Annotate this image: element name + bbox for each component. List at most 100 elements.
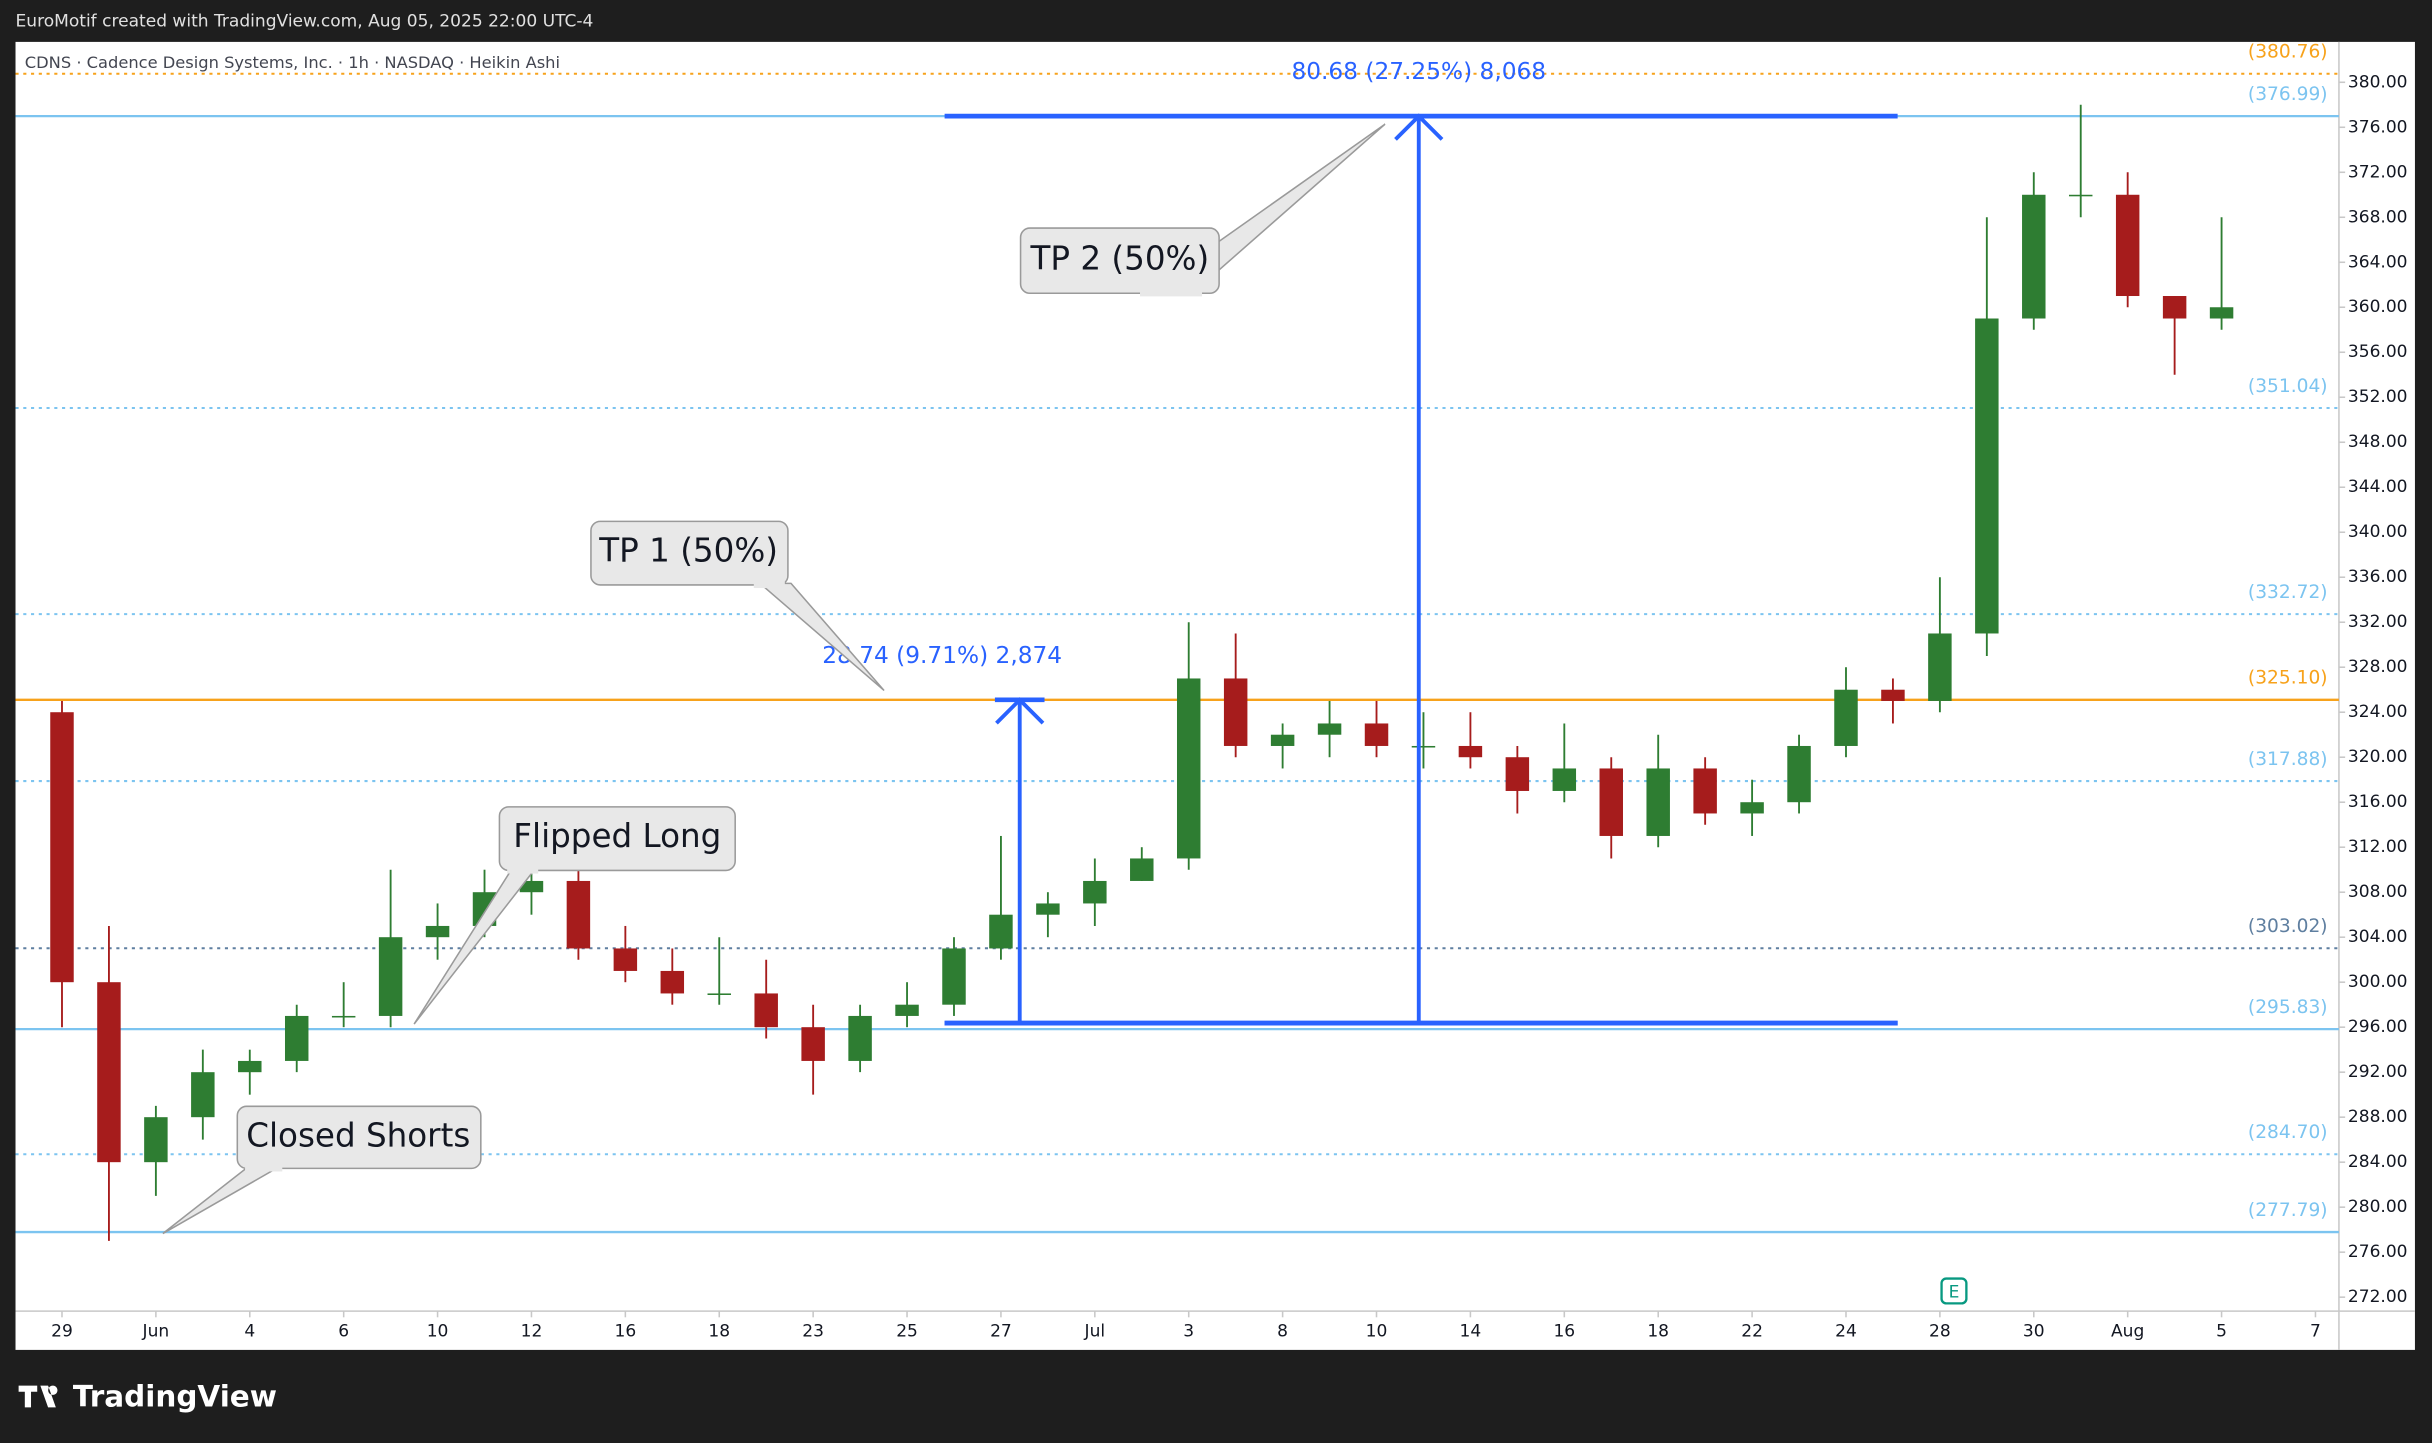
x-tick-label: 4 [244,1321,255,1341]
candle-body [1411,745,1436,748]
x-tick-label: Jul [1084,1321,1106,1341]
candle-body [895,1004,919,1016]
x-tick-label: 25 [896,1321,918,1341]
candle-body [1646,768,1670,836]
candle-body [1975,318,1999,634]
candle-body [848,1015,872,1061]
callouts: TP 2 (50%) TP 1 (50%) Flipped Long Close… [162,123,1386,1235]
x-tick-label: 28 [1929,1321,1951,1341]
x-tick-label: 8 [1277,1321,1288,1341]
x-tick-label: 24 [1835,1321,1857,1341]
x-tick-label: 18 [708,1321,730,1341]
y-tick-label: 308.00 [2348,882,2408,902]
callout-text: TP 1 (50%) [598,531,778,569]
measure-label: 80.68 (27.25%) 8,068 [1291,58,1546,85]
credit: EuroMotif created with TradingView.com, … [16,12,594,32]
price-level-label: (277.79) [2248,1200,2328,1221]
y-tick-label: 328.00 [2348,657,2408,677]
candle-body [1787,745,1811,803]
candle-body [613,948,638,971]
x-tick-label: 14 [1460,1321,1482,1341]
callout-text: Closed Shorts [246,1116,470,1154]
x-tick-label: 18 [1647,1321,1669,1341]
candle-body [331,1015,356,1018]
candle-body [1505,757,1530,791]
y-tick-label: 380.00 [2348,72,2408,92]
callout: TP 1 (50%) [590,520,885,692]
price-level-label: (380.76) [2248,42,2328,63]
x-tick-label: Aug [2111,1321,2144,1341]
candle-body [989,914,1013,949]
price-level-label: (325.10) [2248,668,2328,689]
candle-body [1364,723,1389,746]
candle-body [2209,307,2234,319]
y-tick-label: 360.00 [2348,297,2408,317]
candle-body [1834,689,1858,746]
y-tick-label: 300.00 [2348,972,2408,992]
price-level-label: (303.02) [2248,916,2328,937]
y-tick-label: 344.00 [2348,477,2408,497]
candle-body [1552,768,1577,791]
callout: Closed Shorts [162,1105,482,1235]
candle-body [1693,768,1717,814]
x-tick-label: 5 [2216,1321,2227,1341]
candle-body [566,880,591,949]
y-tick-label: 356.00 [2348,342,2408,362]
callout: Flipped Long [413,806,736,1025]
y-tick-label: 312.00 [2348,837,2408,857]
candle-body [1928,633,1952,701]
x-tick-label: 23 [802,1321,824,1341]
y-tick-label: 280.00 [2348,1197,2408,1217]
candle-body [1036,903,1060,915]
price-level-label: (284.70) [2248,1122,2328,1143]
y-tick-label: 376.00 [2348,117,2408,137]
candle-body [191,1072,215,1118]
y-tick-label: 288.00 [2348,1107,2408,1127]
y-tick-label: 272.00 [2348,1287,2408,1307]
candle-body [50,712,74,983]
y-tick-label: 336.00 [2348,567,2408,587]
x-tick-label: 27 [990,1321,1012,1341]
x-tick-label: 10 [1366,1321,1388,1341]
x-tick-label: 6 [338,1321,349,1341]
price-level-label: (295.83) [2248,997,2328,1018]
candle-body [707,993,731,995]
callout-text: Flipped Long [513,817,721,855]
candle-body [1881,689,1905,701]
y-tick-label: 276.00 [2348,1242,2408,1262]
price-level-label: (376.99) [2248,84,2328,105]
candle-body [519,880,544,893]
arrow-head [1394,113,1444,141]
x-tick-label: 16 [1553,1321,1575,1341]
y-tick-label: 324.00 [2348,702,2408,722]
candle-body [378,937,403,1016]
y-tick-label: 296.00 [2348,1017,2408,1037]
y-tick-label: 316.00 [2348,792,2408,812]
x-tick-label: 3 [1183,1321,1194,1341]
y-tick-label: 352.00 [2348,387,2408,407]
y-tick-label: 284.00 [2348,1152,2408,1172]
candle-body [1317,723,1342,735]
candle-body [754,993,778,1028]
candle-body [2022,194,2046,319]
candle-body [1740,802,1764,814]
candle-body [660,970,685,994]
plot-area: 272.00 276.00 280.00 284.00 288.00 292.00 296.… [15,42,2408,1341]
candle-body [97,982,121,1163]
price-level-label: (332.72) [2248,582,2328,603]
candle-body [284,1015,309,1061]
candle-body [1599,768,1623,836]
candle-body [1176,678,1201,859]
candle-body [144,1117,168,1163]
candle-body [801,1027,825,1061]
x-tick-label: 7 [2310,1321,2321,1341]
candle-body [2068,194,2093,197]
arrow-head [995,697,1045,725]
candle-body [425,925,450,938]
candle-body [942,948,966,1005]
y-tick-label: 348.00 [2348,432,2408,452]
earnings-label: E [1949,1282,1960,1302]
x-tick-label: 30 [2023,1321,2045,1341]
x-tick-label: 16 [615,1321,637,1341]
candle-body [2162,296,2187,319]
